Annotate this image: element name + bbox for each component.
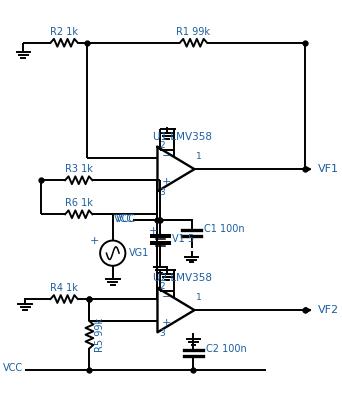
Text: 3: 3 <box>159 188 165 197</box>
Text: 1: 1 <box>196 293 202 303</box>
Text: 1: 1 <box>196 153 202 161</box>
Text: U1 LMV358: U1 LMV358 <box>153 132 212 142</box>
Text: R6 1k: R6 1k <box>65 199 93 208</box>
Text: VF2: VF2 <box>318 305 339 315</box>
Text: R4 1k: R4 1k <box>50 283 78 293</box>
Text: 2: 2 <box>159 141 165 150</box>
Text: 3: 3 <box>159 329 165 338</box>
Text: −: − <box>161 151 171 161</box>
Text: C1 100n: C1 100n <box>204 225 245 234</box>
Text: +: + <box>161 177 171 187</box>
Text: V1 5: V1 5 <box>172 234 194 244</box>
Text: C2 100n: C2 100n <box>206 344 247 354</box>
Text: VCC: VCC <box>114 214 134 224</box>
Text: +: + <box>149 226 158 236</box>
Text: R2 1k: R2 1k <box>50 27 78 37</box>
Text: U2 LMV358: U2 LMV358 <box>153 273 212 283</box>
Text: 2: 2 <box>159 282 165 291</box>
Text: −: − <box>161 292 171 302</box>
Text: VF1: VF1 <box>318 164 339 174</box>
Text: VG1: VG1 <box>129 248 149 258</box>
Text: +: + <box>161 318 171 328</box>
Text: R5 99k: R5 99k <box>95 318 105 352</box>
Text: VCC: VCC <box>3 363 23 373</box>
Text: R1 99k: R1 99k <box>176 27 210 37</box>
Text: +: + <box>90 235 99 246</box>
Text: VCC: VCC <box>116 214 136 224</box>
Text: R3 1k: R3 1k <box>65 164 93 174</box>
